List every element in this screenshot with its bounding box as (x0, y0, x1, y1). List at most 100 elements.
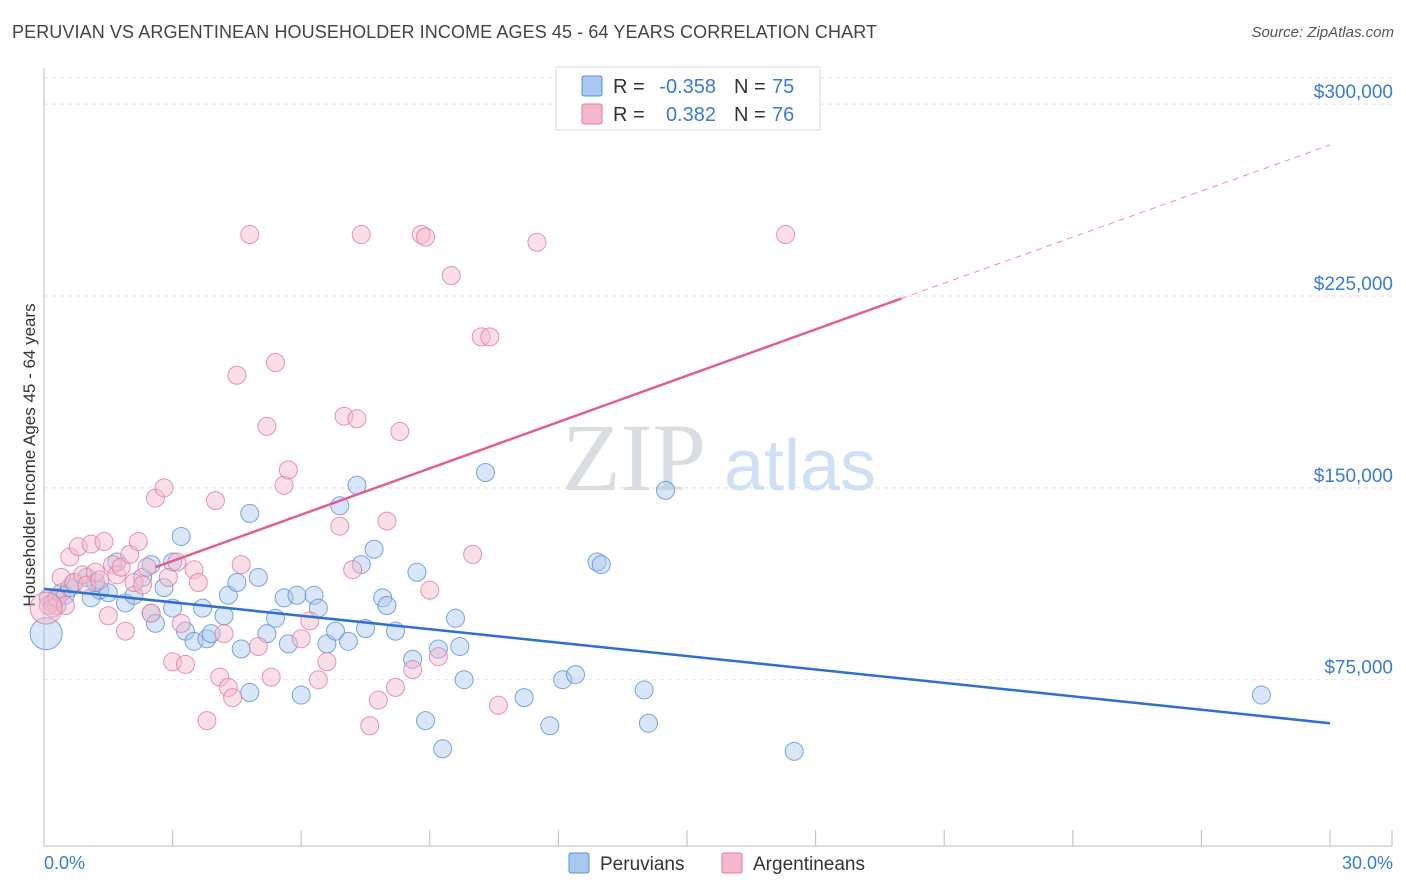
argentineans-point (94, 532, 114, 552)
series-legend-label-peruvians: Peruvians (600, 854, 685, 875)
stats-legend-n-label-argentineans: N = (734, 104, 766, 126)
stats-legend-n-value-argentineans: 76 (772, 104, 794, 126)
watermark-zip: ZIP (562, 404, 706, 511)
argentineans-point (390, 422, 410, 442)
stats-legend-n-value-peruvians: 75 (772, 76, 794, 98)
peruvians-point (231, 639, 251, 659)
stats-legend-r-label-peruvians: R = (613, 76, 645, 98)
stats-legend: R = -0.358 N = 75 R = 0.382 N = 76 (555, 66, 821, 131)
peruvians-point (407, 562, 427, 582)
peruvians-point (433, 739, 453, 759)
series-legend: Peruvians Argentineans (568, 852, 865, 875)
argentineans-point (368, 690, 388, 710)
peruvians-point (304, 585, 324, 605)
peruvians-point (428, 639, 448, 659)
peruvians-point (476, 462, 496, 482)
argentineans-point (416, 227, 436, 247)
peruvians-point (553, 670, 573, 690)
argentineans-point (128, 532, 148, 552)
peruvians-point (416, 711, 436, 731)
axes (43, 68, 1392, 847)
argentineans-point (29, 591, 63, 625)
argentineans-point (141, 603, 161, 623)
argentineans-point (257, 416, 277, 436)
argentineans-point (463, 544, 483, 564)
argentineans-point (98, 606, 118, 626)
chart-source: Source: ZipAtlas.com (1251, 24, 1394, 41)
argentineans-point (137, 557, 157, 577)
peruvians-point (446, 608, 466, 628)
y-tick-label: $150,000 (1314, 466, 1393, 487)
peruvians-point (638, 713, 658, 733)
argentineans-point (133, 575, 153, 595)
argentineans-point (300, 611, 320, 631)
peruvians-point (29, 617, 63, 651)
peruvians-point (171, 526, 191, 546)
argentineans-point (360, 716, 380, 736)
argentineans-point (386, 677, 406, 697)
argentineans-point (171, 613, 191, 633)
peruvians-point (227, 572, 247, 592)
stats-legend-r-label-argentineans: R = (613, 104, 645, 126)
argentineans-point (175, 654, 195, 674)
argentineans-point (776, 225, 796, 245)
peruvians-point (240, 503, 260, 523)
y-tick-label: $225,000 (1314, 274, 1393, 295)
argentineans-point (227, 365, 247, 385)
stats-legend-n-label-peruvians: N = (734, 76, 766, 98)
argentineans-point (403, 659, 423, 679)
peruvians-point (656, 480, 676, 500)
gridlines (44, 77, 1392, 681)
argentineans-point (351, 225, 371, 245)
argentineans-point (278, 460, 298, 480)
peruvians-point (338, 631, 358, 651)
argentineans-point (265, 352, 285, 372)
stats-legend-swatch-peruvians (581, 75, 603, 97)
argentineans-point (428, 647, 448, 667)
series-legend-label-argentineans: Argentineans (753, 854, 865, 875)
peruvians-point (193, 598, 213, 618)
argentineans-point (231, 555, 251, 575)
argentineans-point (115, 621, 135, 641)
series-legend-swatch-peruvians (568, 852, 590, 874)
peruvians-point (154, 578, 174, 598)
stats-legend-r-value-peruvians: -0.358 (659, 76, 716, 98)
peruvians-point (377, 596, 397, 616)
argentineans-trend-extension (901, 144, 1331, 299)
argentineans-point (274, 475, 294, 495)
peruvians-points (29, 462, 1271, 761)
argentineans-point (330, 516, 350, 536)
argentineans-point (343, 560, 363, 580)
peruvians-point (450, 636, 470, 656)
argentineans-trend-line (155, 297, 902, 569)
peruvians-point (591, 555, 611, 575)
chart-title: PERUVIAN VS ARGENTINEAN HOUSEHOLDER INCO… (12, 22, 878, 42)
argentineans-point (317, 652, 337, 672)
peruvians-point (1251, 685, 1271, 705)
argentineans-point (527, 232, 547, 252)
argentineans-point (420, 580, 440, 600)
peruvians-point (634, 680, 654, 700)
x-ticks (43, 830, 1393, 846)
y-tick-labels: $75,000 $150,000 $225,000 $300,000 (1314, 82, 1393, 679)
argentineans-point (214, 624, 234, 644)
stats-legend-swatch-argentineans (581, 103, 603, 125)
peruvians-point (403, 649, 423, 669)
peruvians-point (278, 634, 298, 654)
peruvians-point (364, 539, 384, 559)
argentineans-point (90, 570, 110, 590)
watermark: ZIP atlas (562, 404, 876, 511)
argentineans-point (347, 409, 367, 429)
argentineans-point (441, 265, 461, 285)
argentineans-point (51, 567, 71, 587)
argentineans-points (29, 225, 796, 736)
argentineans-point (197, 711, 217, 731)
y-axis-label: Householder Income Ages 45 - 64 years (20, 303, 39, 606)
argentineans-point (261, 667, 281, 687)
argentineans-point (218, 677, 238, 697)
peruvians-point (454, 670, 474, 690)
argentineans-point (158, 567, 178, 587)
y-tick-label: $300,000 (1314, 82, 1393, 103)
series-legend-swatch-argentineans (721, 852, 743, 874)
